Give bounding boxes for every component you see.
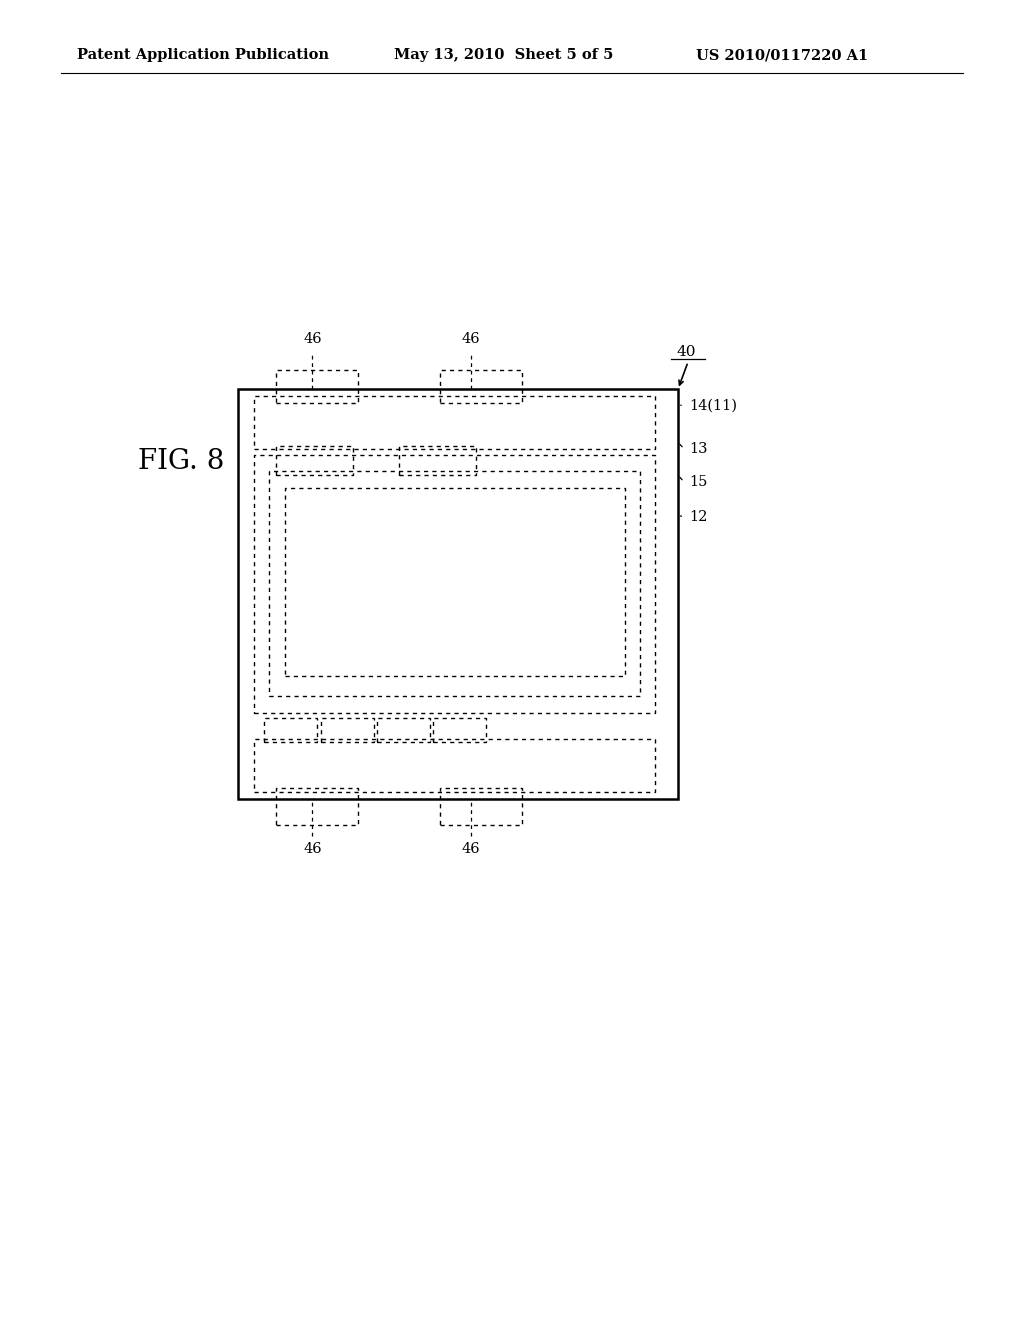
Text: 46: 46	[303, 842, 322, 857]
Bar	[440, 788, 522, 825]
Bar	[269, 471, 640, 696]
Text: May 13, 2010  Sheet 5 of 5: May 13, 2010 Sheet 5 of 5	[394, 49, 613, 62]
Text: 13: 13	[689, 442, 708, 455]
Bar	[433, 718, 486, 742]
Bar	[254, 396, 655, 449]
Text: 46: 46	[303, 331, 322, 346]
Bar	[377, 718, 430, 742]
Bar	[440, 370, 522, 403]
Text: 46: 46	[462, 842, 480, 857]
Text: Patent Application Publication: Patent Application Publication	[77, 49, 329, 62]
Text: FIG. 8: FIG. 8	[138, 447, 224, 475]
Bar	[238, 389, 678, 799]
Bar	[264, 718, 317, 742]
Text: 14(11): 14(11)	[689, 399, 737, 412]
Bar	[276, 788, 358, 825]
Text: 12: 12	[689, 511, 708, 524]
Bar	[254, 455, 655, 713]
Text: 46: 46	[462, 331, 480, 346]
Bar	[254, 739, 655, 792]
Bar	[276, 370, 358, 403]
Bar	[399, 446, 476, 475]
Text: US 2010/0117220 A1: US 2010/0117220 A1	[696, 49, 868, 62]
Bar	[285, 488, 625, 676]
Bar	[276, 446, 353, 475]
Bar	[321, 718, 374, 742]
Text: 40: 40	[676, 345, 696, 359]
Text: 15: 15	[689, 475, 708, 488]
